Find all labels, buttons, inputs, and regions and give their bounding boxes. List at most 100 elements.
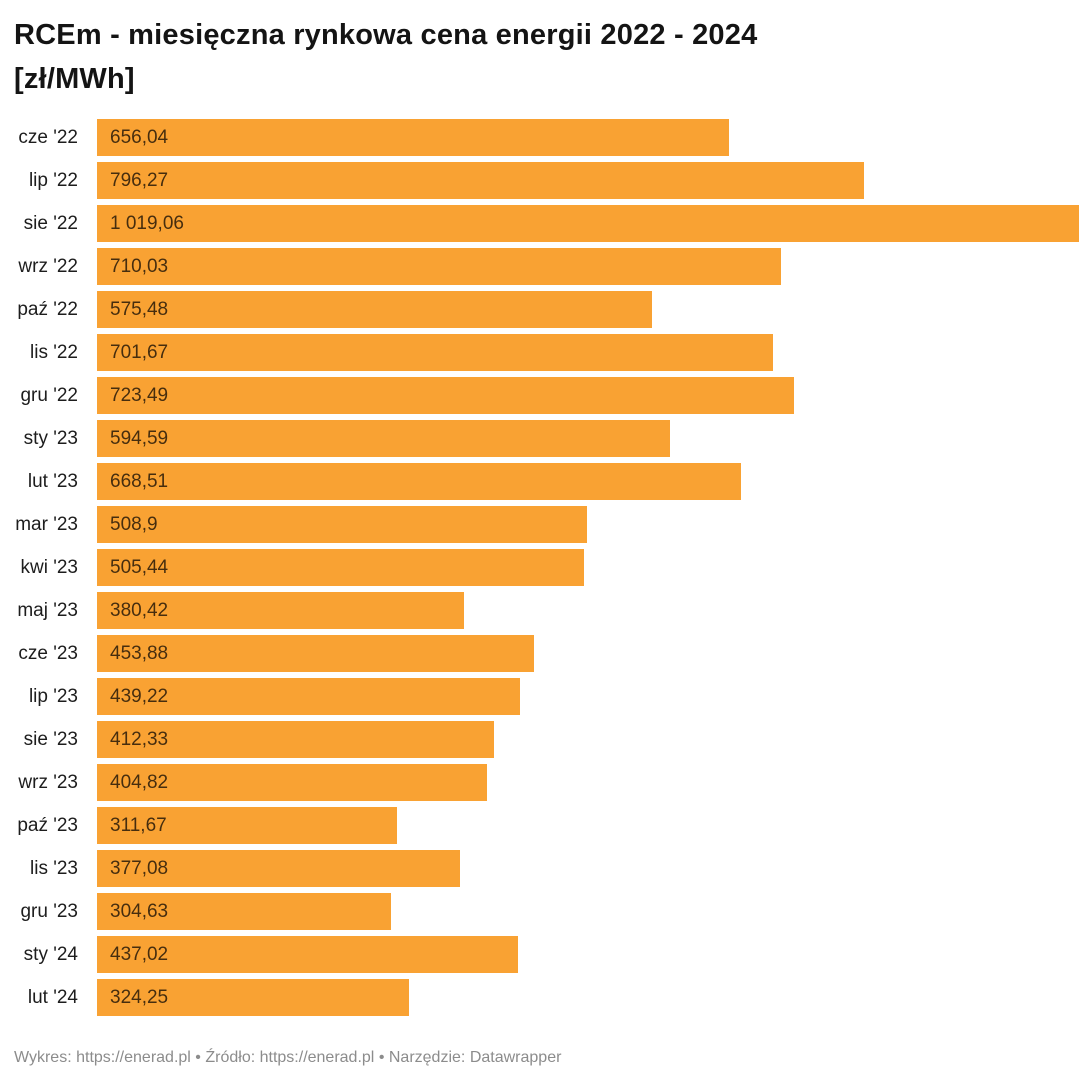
bar-chart: cze '22 656,04 lip '22 796,27 sie '22 1 019,0… — [0, 116, 1089, 1019]
bar: 594,59 — [97, 420, 670, 457]
category-label: gru '23 — [20, 900, 78, 922]
chart-row: sty '23 594,59 — [0, 417, 1079, 460]
category-label: cze '22 — [18, 126, 78, 148]
bar-track: 377,08 — [97, 850, 1079, 887]
value-label: 304,63 — [110, 900, 169, 922]
bar: 377,08 — [97, 850, 461, 887]
bar: 324,25 — [97, 979, 410, 1016]
bar-track: 723,49 — [97, 377, 1079, 414]
value-label: 380,42 — [110, 599, 169, 621]
value-label: 796,27 — [110, 169, 169, 191]
category-label: lis '23 — [30, 857, 78, 879]
value-label: 439,22 — [110, 685, 169, 707]
value-label: 505,44 — [110, 556, 169, 578]
chart-row: paź '22 575,48 — [0, 288, 1079, 331]
value-label: 701,67 — [110, 341, 169, 363]
bar: 575,48 — [97, 291, 652, 328]
bar: 701,67 — [97, 334, 774, 371]
value-label: 508,9 — [110, 513, 158, 535]
chart-row: lis '22 701,67 — [0, 331, 1079, 374]
bar: 311,67 — [97, 807, 398, 844]
value-label: 377,08 — [110, 857, 169, 879]
chart-row: wrz '22 710,03 — [0, 245, 1079, 288]
category-label: mar '23 — [15, 513, 78, 535]
bar-track: 508,9 — [97, 506, 1079, 543]
bar-track: 437,02 — [97, 936, 1079, 973]
category-label: lut '23 — [27, 470, 78, 492]
value-label: 656,04 — [110, 126, 169, 148]
footer-source-link[interactable]: https://enerad.pl — [259, 1049, 375, 1066]
chart-row: sty '24 437,02 — [0, 933, 1079, 976]
bar-track: 439,22 — [97, 678, 1079, 715]
category-label: sty '23 — [23, 427, 78, 449]
value-label: 710,03 — [110, 255, 169, 277]
category-label: lut '24 — [27, 986, 78, 1008]
bar-track: 453,88 — [97, 635, 1079, 672]
bar: 453,88 — [97, 635, 535, 672]
bar-track: 575,48 — [97, 291, 1079, 328]
category-label: paź '23 — [17, 814, 78, 836]
chart-row: lip '23 439,22 — [0, 675, 1079, 718]
bar-track: 404,82 — [97, 764, 1079, 801]
bar: 1 019,06 — [97, 205, 1079, 242]
category-label: wrz '22 — [18, 255, 78, 277]
footer-tool-label: Narzędzie: — [388, 1049, 466, 1066]
value-label: 453,88 — [110, 642, 169, 664]
chart-row: kwi '23 505,44 — [0, 546, 1079, 589]
bar-track: 324,25 — [97, 979, 1079, 1016]
bar-track: 380,42 — [97, 592, 1079, 629]
category-label: lip '23 — [28, 685, 78, 707]
value-label: 594,59 — [110, 427, 169, 449]
chart-row: cze '23 453,88 — [0, 632, 1079, 675]
footer-tool-link[interactable]: Datawrapper — [469, 1049, 562, 1066]
footer-source-label: Źródło: — [205, 1049, 256, 1066]
category-label: cze '23 — [18, 642, 78, 664]
footer-separator: • — [378, 1049, 385, 1066]
chart-row: cze '22 656,04 — [0, 116, 1079, 159]
category-label: sty '24 — [23, 943, 78, 965]
value-label: 404,82 — [110, 771, 169, 793]
category-label: gru '22 — [20, 384, 78, 406]
chart-row: wrz '23 404,82 — [0, 761, 1079, 804]
chart-title-unit: [zł/MWh] — [14, 63, 135, 95]
bar-track: 668,51 — [97, 463, 1079, 500]
footer-separator: • — [195, 1049, 201, 1066]
bar-track: 594,59 — [97, 420, 1079, 457]
bar: 710,03 — [97, 248, 782, 285]
bar: 437,02 — [97, 936, 519, 973]
bar: 380,42 — [97, 592, 464, 629]
value-label: 311,67 — [110, 814, 167, 836]
chart-row: lis '23 377,08 — [0, 847, 1079, 890]
value-label: 723,49 — [110, 384, 169, 406]
value-label: 324,25 — [110, 986, 169, 1008]
category-label: wrz '23 — [18, 771, 78, 793]
chart-row: sie '23 412,33 — [0, 718, 1079, 761]
bar-track: 710,03 — [97, 248, 1079, 285]
value-label: 668,51 — [110, 470, 169, 492]
chart-row: maj '23 380,42 — [0, 589, 1079, 632]
chart-footer: Wykres: https://enerad.pl • Źródło: http… — [0, 1049, 1089, 1067]
bar-track: 505,44 — [97, 549, 1079, 586]
bar-track: 311,67 — [97, 807, 1079, 844]
bar-track: 412,33 — [97, 721, 1079, 758]
bar-track: 304,63 — [97, 893, 1079, 930]
value-label: 437,02 — [110, 943, 169, 965]
chart-row: gru '22 723,49 — [0, 374, 1079, 417]
bar-track: 701,67 — [97, 334, 1079, 371]
bar-track: 1 019,06 — [97, 205, 1079, 242]
category-label: kwi '23 — [20, 556, 78, 578]
bar: 668,51 — [97, 463, 742, 500]
chart-row: lip '22 796,27 — [0, 159, 1079, 202]
footer-chart-link[interactable]: https://enerad.pl — [76, 1049, 191, 1066]
chart-row: sie '22 1 019,06 — [0, 202, 1079, 245]
chart-row: mar '23 508,9 — [0, 503, 1079, 546]
chart-row: paź '23 311,67 — [0, 804, 1079, 847]
bar: 656,04 — [97, 119, 730, 156]
category-label: sie '22 — [23, 212, 78, 234]
bar-track: 796,27 — [97, 162, 1079, 199]
bar: 508,9 — [97, 506, 588, 543]
chart-title: RCEm - miesięczna rynkowa cena energii 2… — [14, 19, 758, 51]
category-label: lis '22 — [30, 341, 78, 363]
bar: 439,22 — [97, 678, 521, 715]
bar-track: 656,04 — [97, 119, 1079, 156]
